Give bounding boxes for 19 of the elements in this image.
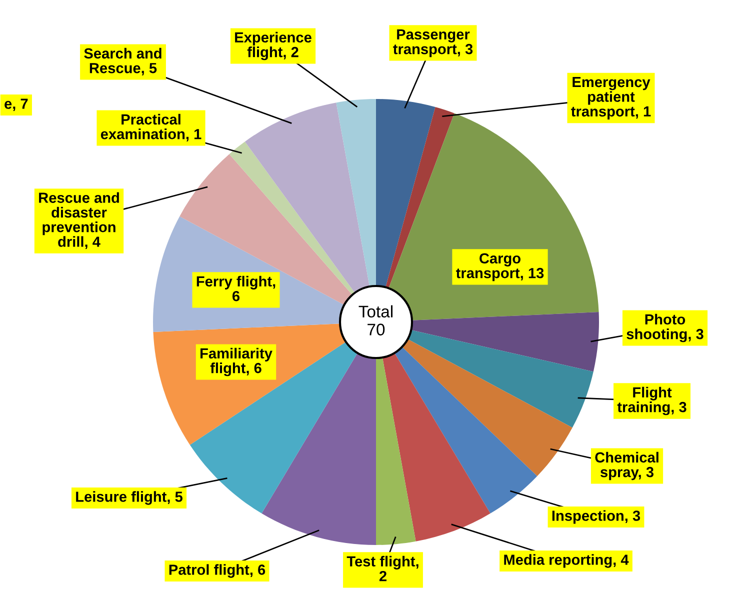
slice-label: Chemical spray, 3 (595, 452, 658, 480)
slice-label: Flight training, 3 (617, 386, 686, 416)
slice-label: Patrol flight, 6 (169, 564, 266, 578)
slice-label: Experience flight, 2 (235, 32, 312, 60)
slice-label: Test flight, 2 (346, 556, 418, 582)
slice-label: Inspection, 3 (552, 510, 640, 524)
slice-label: Rescue and disaster prevention drill, 4 (39, 192, 119, 250)
slice-label: Leisure flight, 5 (76, 491, 182, 505)
slice-label: Practical examination, 1 (100, 114, 202, 142)
slice-label: Cargo transport, 13 (456, 253, 544, 282)
slice-label: Familiarity flight, 6 (200, 348, 272, 376)
text: e, 7 (4, 98, 28, 112)
slice-label: Search and Rescue, 5 (84, 48, 162, 76)
slice-label: Emergency patient transport, 1 (571, 77, 651, 120)
text: Total 70 (358, 305, 392, 336)
slice-label: Ferry flight, 6 (196, 276, 276, 302)
slice-label: Media reporting, 4 (504, 554, 629, 568)
slice-label: Passenger transport, 3 (393, 29, 473, 58)
slice-label: Photo shooting, 3 (626, 314, 704, 342)
